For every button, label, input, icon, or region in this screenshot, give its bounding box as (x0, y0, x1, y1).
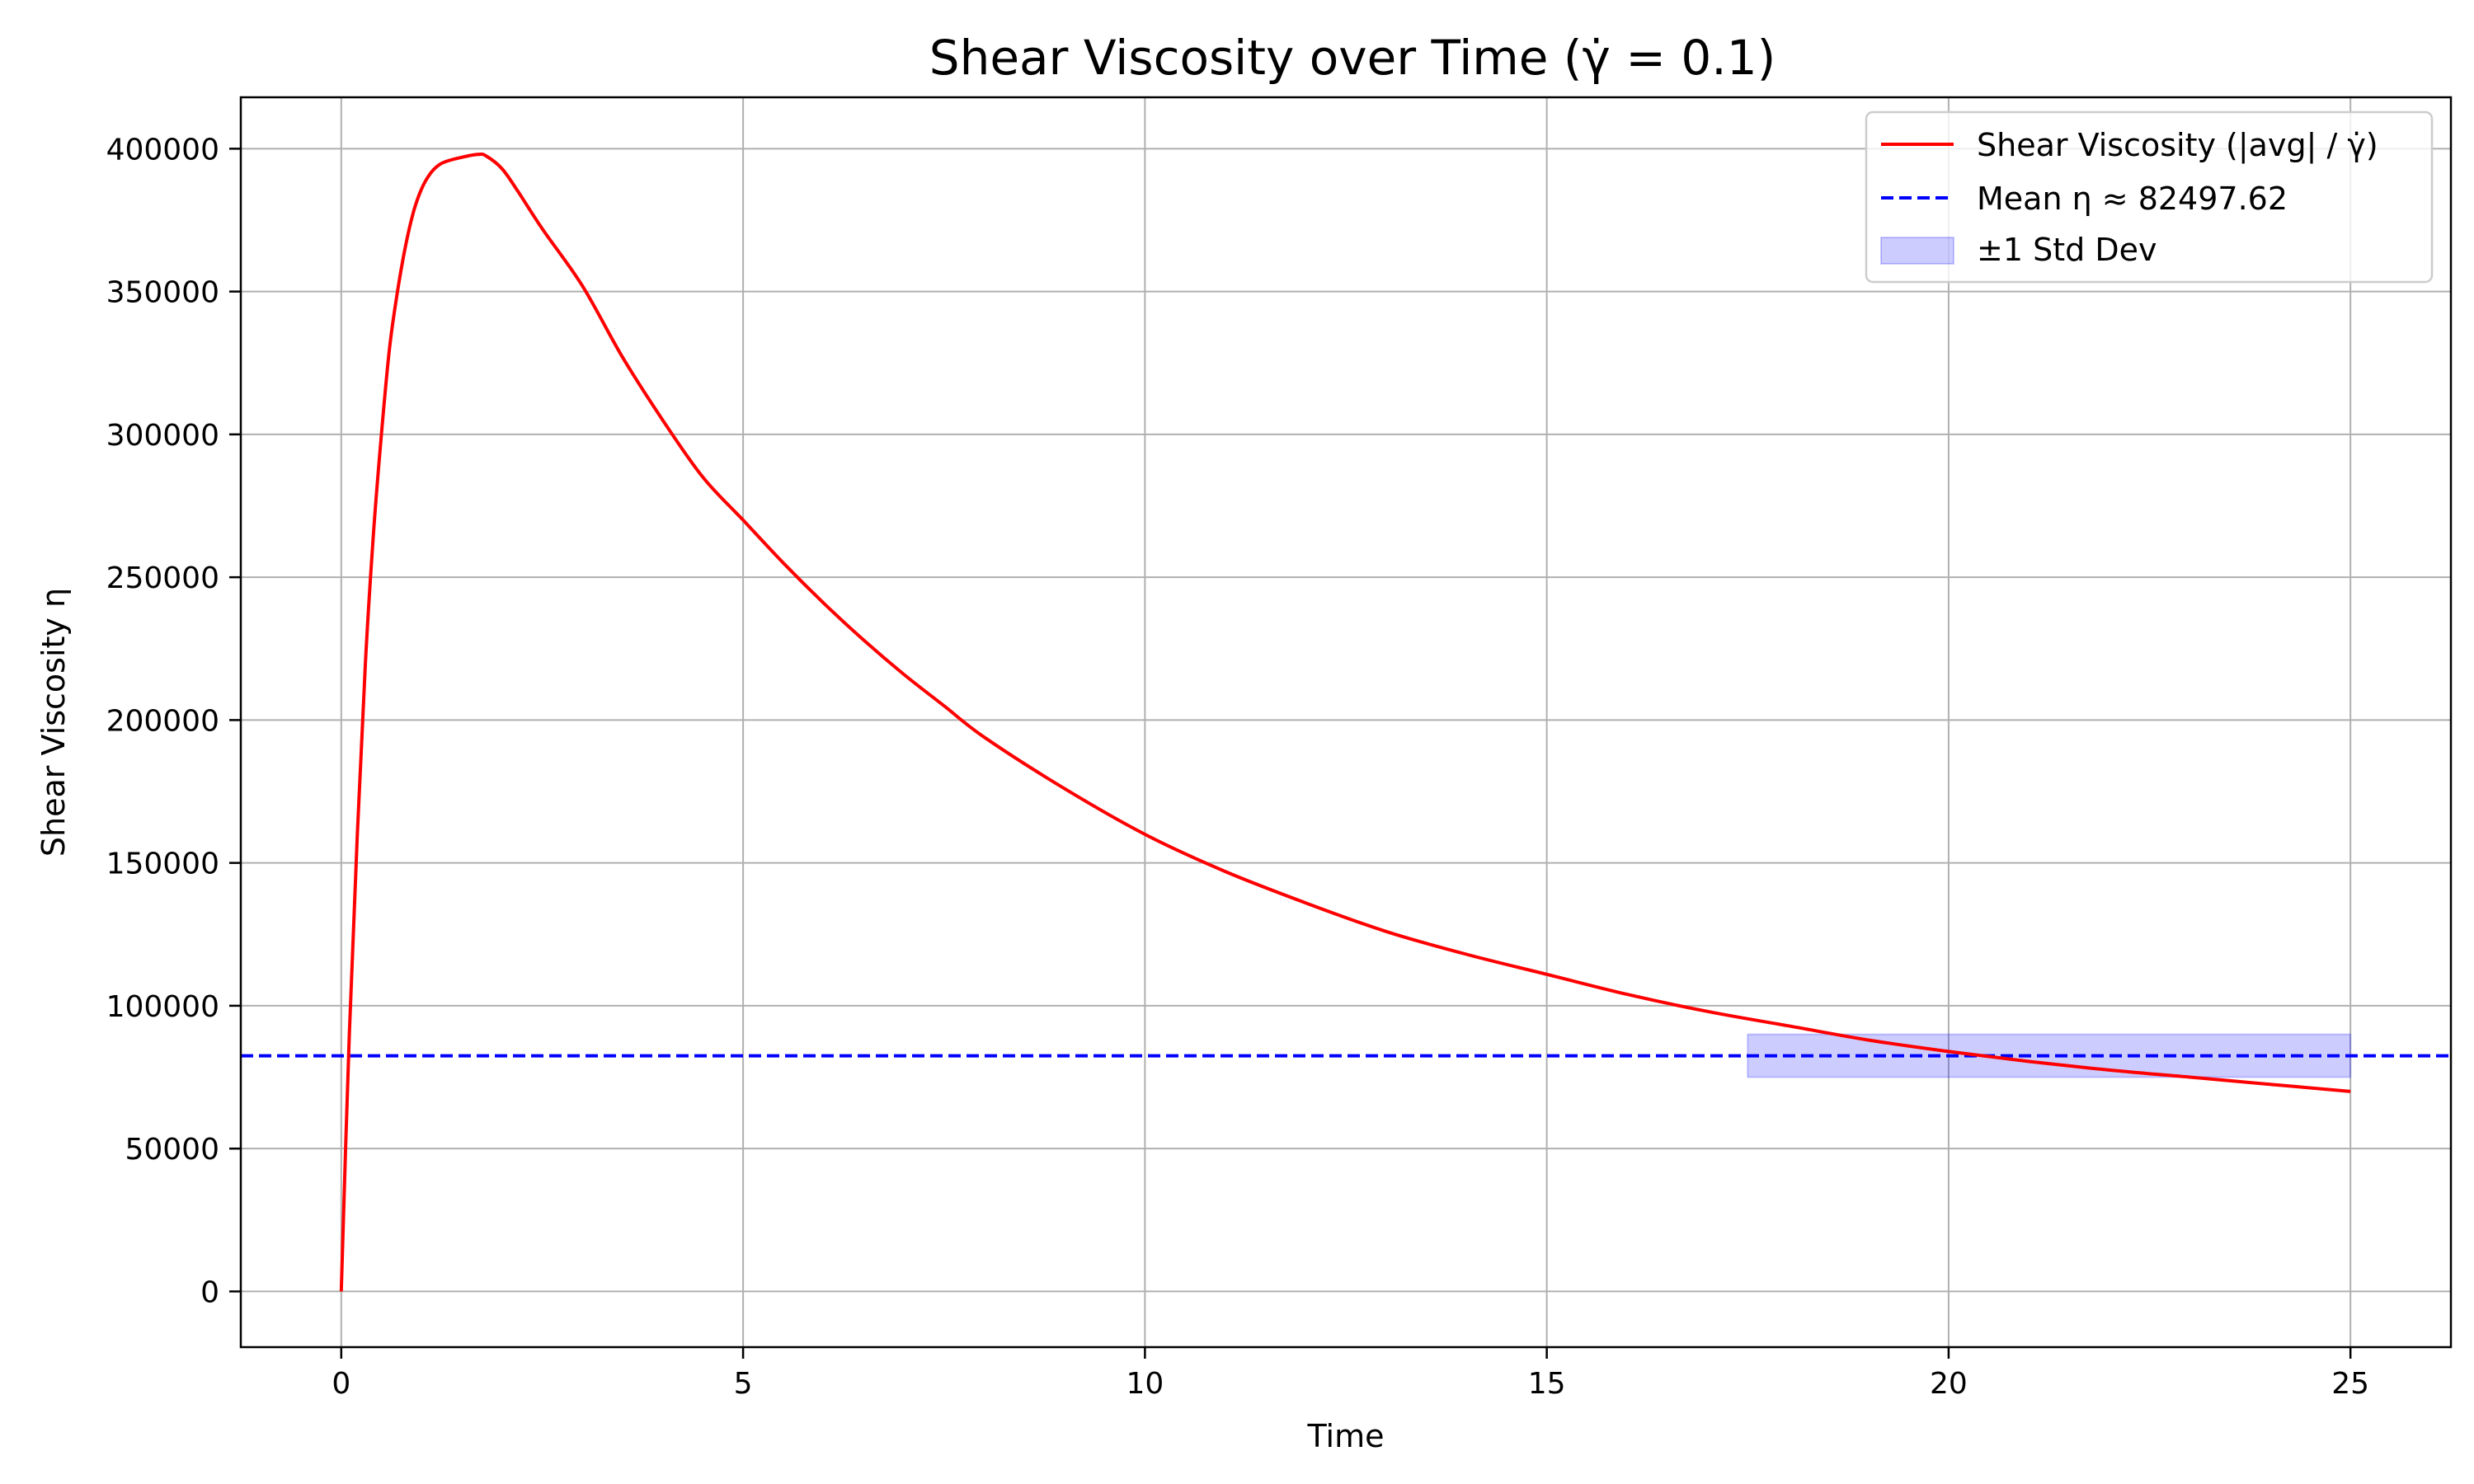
legend-swatch-std-band (1880, 237, 1954, 265)
x-axis-label: Time (1307, 1418, 1385, 1454)
y-tick-label: 200000 (106, 704, 219, 738)
y-tick-label: 100000 (106, 990, 219, 1024)
x-tick-label: 0 (332, 1367, 350, 1401)
x-tick-label: 15 (1528, 1367, 1566, 1401)
y-tick-label: 400000 (106, 133, 219, 167)
y-tick-label: 0 (200, 1275, 219, 1309)
y-tick-label: 150000 (106, 848, 219, 881)
x-tick-label: 20 (1930, 1367, 1968, 1401)
legend-box (1865, 110, 2434, 284)
y-tick-label: 300000 (106, 419, 219, 453)
y-axis-ticks: 0 50000 100000 150000 200000 250000 300000 3500… (106, 133, 241, 1309)
legend-label-series: Shear Viscosity (|avg| / γ̇) (1977, 127, 2378, 164)
x-tick-label: 10 (1126, 1367, 1164, 1401)
series-group (339, 152, 2351, 1292)
y-axis-label: Shear Viscosity η (35, 588, 72, 857)
y-tick-label: 250000 (106, 561, 219, 595)
x-tick-label: 5 (734, 1367, 753, 1401)
legend: Shear Viscosity (|avg| / γ̇) Mean η ≈ 82… (1865, 110, 2434, 284)
legend-label-mean: Mean η ≈ 82497.62 (1977, 181, 2288, 217)
x-tick-label: 25 (2331, 1367, 2369, 1401)
x-axis-ticks: 0 5 10 15 20 25 (332, 1347, 2369, 1401)
y-tick-label: 50000 (125, 1133, 219, 1167)
legend-label-std-band: ±1 Std Dev (1977, 232, 2157, 268)
chart-title: Shear Viscosity over Time (γ̇ = 0.1) (929, 30, 1776, 86)
y-tick-label: 350000 (106, 276, 219, 310)
grid (241, 97, 2451, 1347)
plot-frame (239, 96, 2453, 1349)
series-line-0 (339, 152, 2351, 1292)
